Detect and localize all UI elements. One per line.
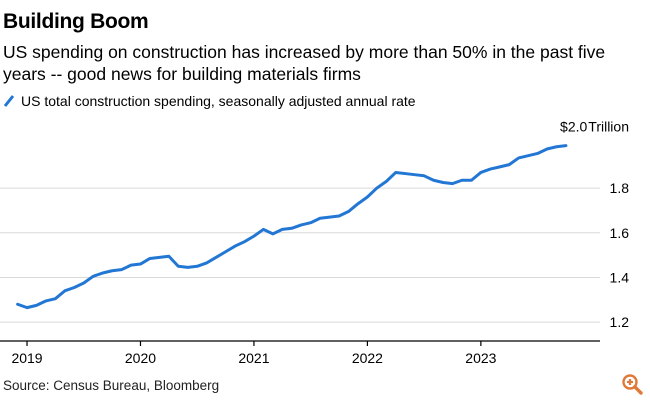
y-tick-label: 1.6 xyxy=(610,225,630,241)
end-value-label: $2.0Trillion xyxy=(560,119,629,135)
y-tick-label: 1.8 xyxy=(610,180,630,196)
gridlines xyxy=(0,187,600,323)
x-tick-label: 2021 xyxy=(238,350,269,366)
zoom-icon[interactable] xyxy=(620,372,644,396)
x-tick-label: 2019 xyxy=(11,350,42,366)
legend: US total construction spending, seasonal… xyxy=(3,92,416,110)
chart-title: Building Boom xyxy=(3,10,149,33)
chart-subtitle: US spending on construction has increase… xyxy=(3,42,606,84)
legend-label: US total construction spending, seasonal… xyxy=(21,93,416,109)
x-tick-label: 2020 xyxy=(125,350,156,366)
series-line xyxy=(16,144,568,310)
x-axis xyxy=(0,340,600,346)
series-layer xyxy=(16,144,568,310)
y-tick-label: 1.2 xyxy=(610,314,630,330)
label-layer: 1.2 1.4 1.6 1.8 2019 2020 2021 2022 2023 $2.0Tril… xyxy=(11,119,629,366)
x-tick-label: 2022 xyxy=(352,350,383,366)
y-tick-label: 1.4 xyxy=(610,269,630,285)
x-tick-label: 2023 xyxy=(465,350,496,366)
source-note: Source: Census Bureau, Bloomberg xyxy=(3,378,220,393)
legend-swatch xyxy=(3,95,15,107)
